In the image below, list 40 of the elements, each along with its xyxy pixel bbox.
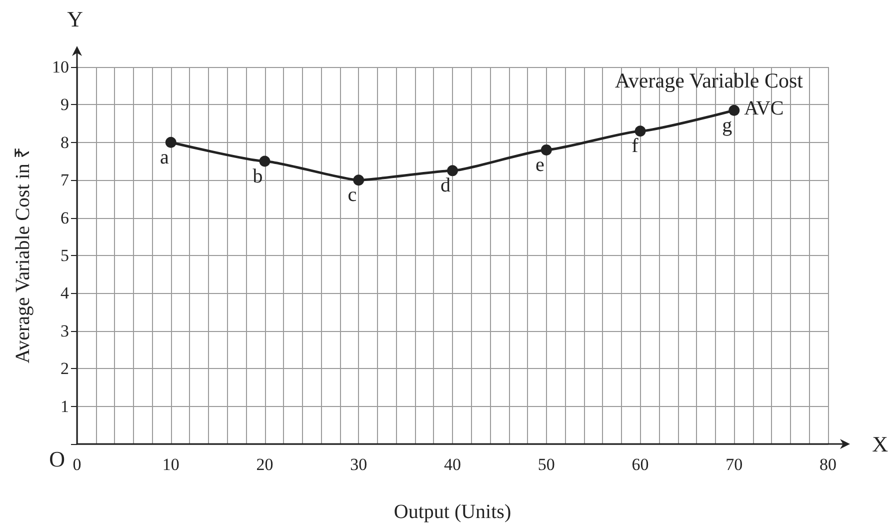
y-tick-label: 1 — [60, 396, 69, 416]
text: Y — [67, 6, 84, 32]
y-tick-label: 5 — [60, 246, 69, 265]
y-tick-label: 10 — [52, 58, 69, 76]
x-tick-label: 60 — [632, 455, 649, 474]
x-axis-title: Output (Units) — [394, 501, 512, 523]
y-tick-label: 9 — [60, 95, 69, 114]
annotation: g — [722, 114, 732, 136]
point — [540, 144, 552, 156]
x-tick-label: 20 — [256, 455, 274, 474]
point — [447, 165, 458, 176]
y-tick-label: 6 — [60, 208, 69, 228]
annotation: b — [252, 165, 263, 188]
y-tick-label: 8 — [60, 132, 69, 152]
annotation: d — [440, 174, 450, 197]
point — [165, 136, 176, 148]
text: O — [49, 446, 65, 472]
x-tick-label: 0 — [72, 455, 82, 474]
annotation: c — [348, 184, 357, 206]
x-tick-label: 40 — [444, 455, 461, 474]
x-tick-label: 10 — [162, 455, 180, 474]
y-tick-label: 7 — [60, 170, 70, 190]
point — [259, 156, 270, 167]
y-tick-label: 3 — [60, 321, 69, 340]
x-tick-label: 70 — [726, 455, 743, 474]
point — [728, 104, 740, 116]
y-tick-label: 2 — [60, 359, 69, 378]
series-label: AVC — [744, 97, 784, 120]
y-tick-label: 4 — [60, 284, 70, 303]
annotation: e — [535, 154, 544, 176]
point — [634, 126, 646, 137]
annotation: f — [632, 135, 639, 158]
x-tick-label: 30 — [350, 455, 368, 474]
x-tick-label: 50 — [538, 455, 555, 474]
y-axis-title: Average Variable Cost in ₹ — [12, 148, 34, 364]
x-tick-label: 80 — [820, 455, 836, 474]
point — [353, 174, 364, 186]
annotation: a — [160, 146, 169, 168]
text: X — [872, 432, 888, 456]
annotation: Average Variable Cost — [614, 68, 804, 92]
